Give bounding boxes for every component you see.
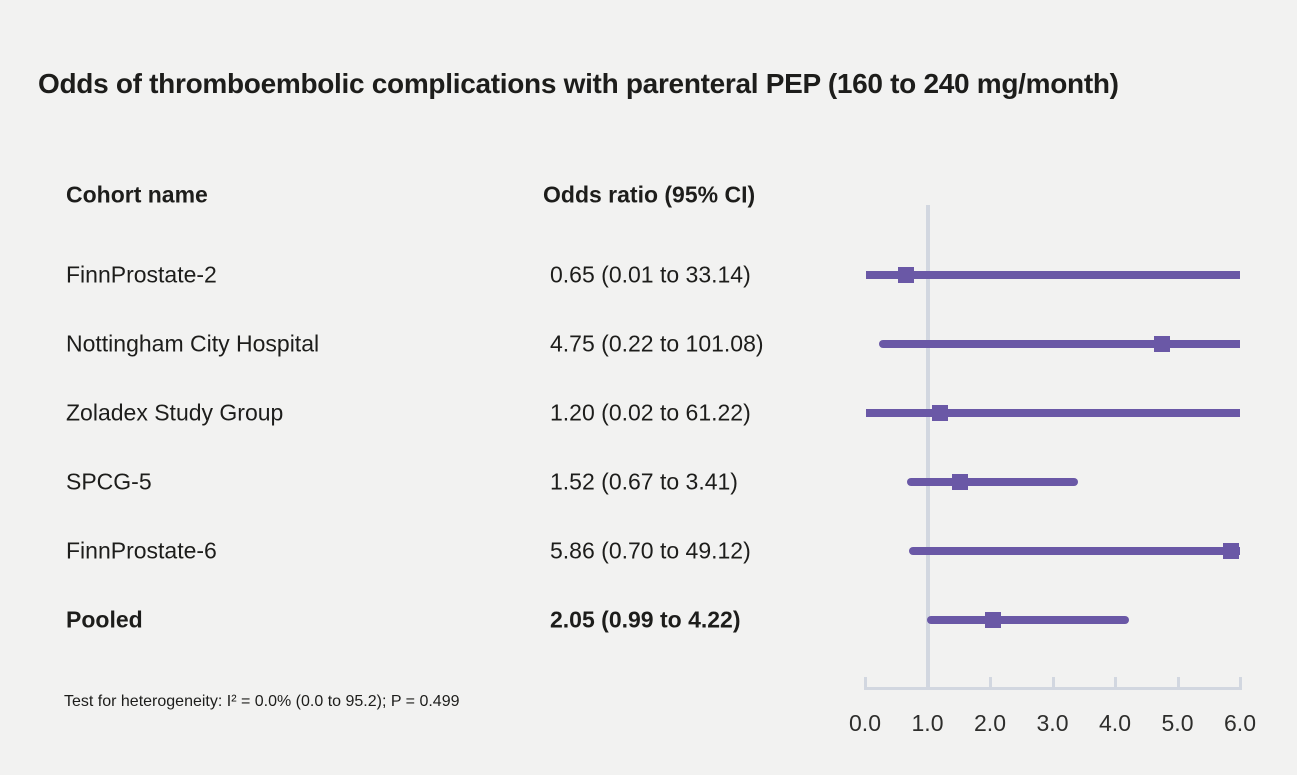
x-axis-tick-label: 3.0 — [1036, 710, 1069, 736]
chart-title: Odds of thromboembolic complications wit… — [38, 68, 1119, 99]
x-axis-tick — [926, 677, 930, 687]
estimate-marker — [1153, 336, 1170, 352]
cohort-label: Zoladex Study Group — [66, 399, 284, 426]
odds-ratio-value: 4.75 (0.22 to 101.08) — [550, 330, 764, 357]
column-header-cohort: Cohort name — [66, 181, 208, 208]
odds-ratio-value: 2.05 (0.99 to 4.22) — [550, 606, 741, 633]
confidence-interval-line — [908, 547, 1240, 555]
heterogeneity-footnote: Test for heterogeneity: I² = 0.0% (0.0 t… — [64, 693, 460, 710]
cohort-label: Pooled — [66, 606, 143, 633]
confidence-interval-line — [926, 616, 1129, 624]
odds-ratio-value: 1.20 (0.02 to 61.22) — [550, 399, 751, 426]
x-axis-tick — [864, 677, 867, 687]
x-axis-tick-label: 4.0 — [1099, 710, 1131, 736]
reference-line — [925, 205, 930, 690]
estimate-marker — [985, 612, 1002, 628]
cohort-label: FinnProstate-6 — [66, 537, 217, 564]
estimate-marker — [932, 405, 948, 421]
confidence-interval-line — [865, 271, 1240, 279]
x-axis-tick-label: 2.0 — [974, 710, 1006, 736]
x-axis-tick — [989, 677, 992, 687]
x-axis-tick-label: 0.0 — [849, 710, 881, 736]
cohort-label: FinnProstate-2 — [66, 261, 217, 288]
x-axis-tick — [1176, 677, 1180, 687]
x-axis-tick — [1114, 677, 1117, 687]
cohort-label: Nottingham City Hospital — [66, 330, 320, 357]
odds-ratio-value: 1.52 (0.67 to 3.41) — [550, 468, 738, 495]
x-axis-tick — [1239, 677, 1242, 687]
odds-ratio-value: 5.86 (0.70 to 49.12) — [550, 537, 751, 564]
x-axis — [864, 687, 1242, 690]
odds-ratio-value: 0.65 (0.01 to 33.14) — [550, 261, 751, 288]
column-header-odds: Odds ratio (95% CI) — [543, 181, 756, 208]
cohort-label: SPCG-5 — [66, 468, 152, 495]
x-axis-tick-label: 5.0 — [1161, 710, 1194, 736]
estimate-marker — [952, 474, 968, 490]
x-axis-tick-label: 6.0 — [1224, 710, 1256, 736]
estimate-marker — [1223, 543, 1240, 559]
confidence-interval-line — [866, 409, 1240, 417]
confidence-interval-line — [906, 478, 1079, 486]
estimate-marker — [897, 267, 914, 283]
x-axis-tick — [1051, 677, 1055, 687]
confidence-interval-line — [878, 340, 1240, 348]
x-axis-tick-label: 1.0 — [911, 710, 944, 736]
